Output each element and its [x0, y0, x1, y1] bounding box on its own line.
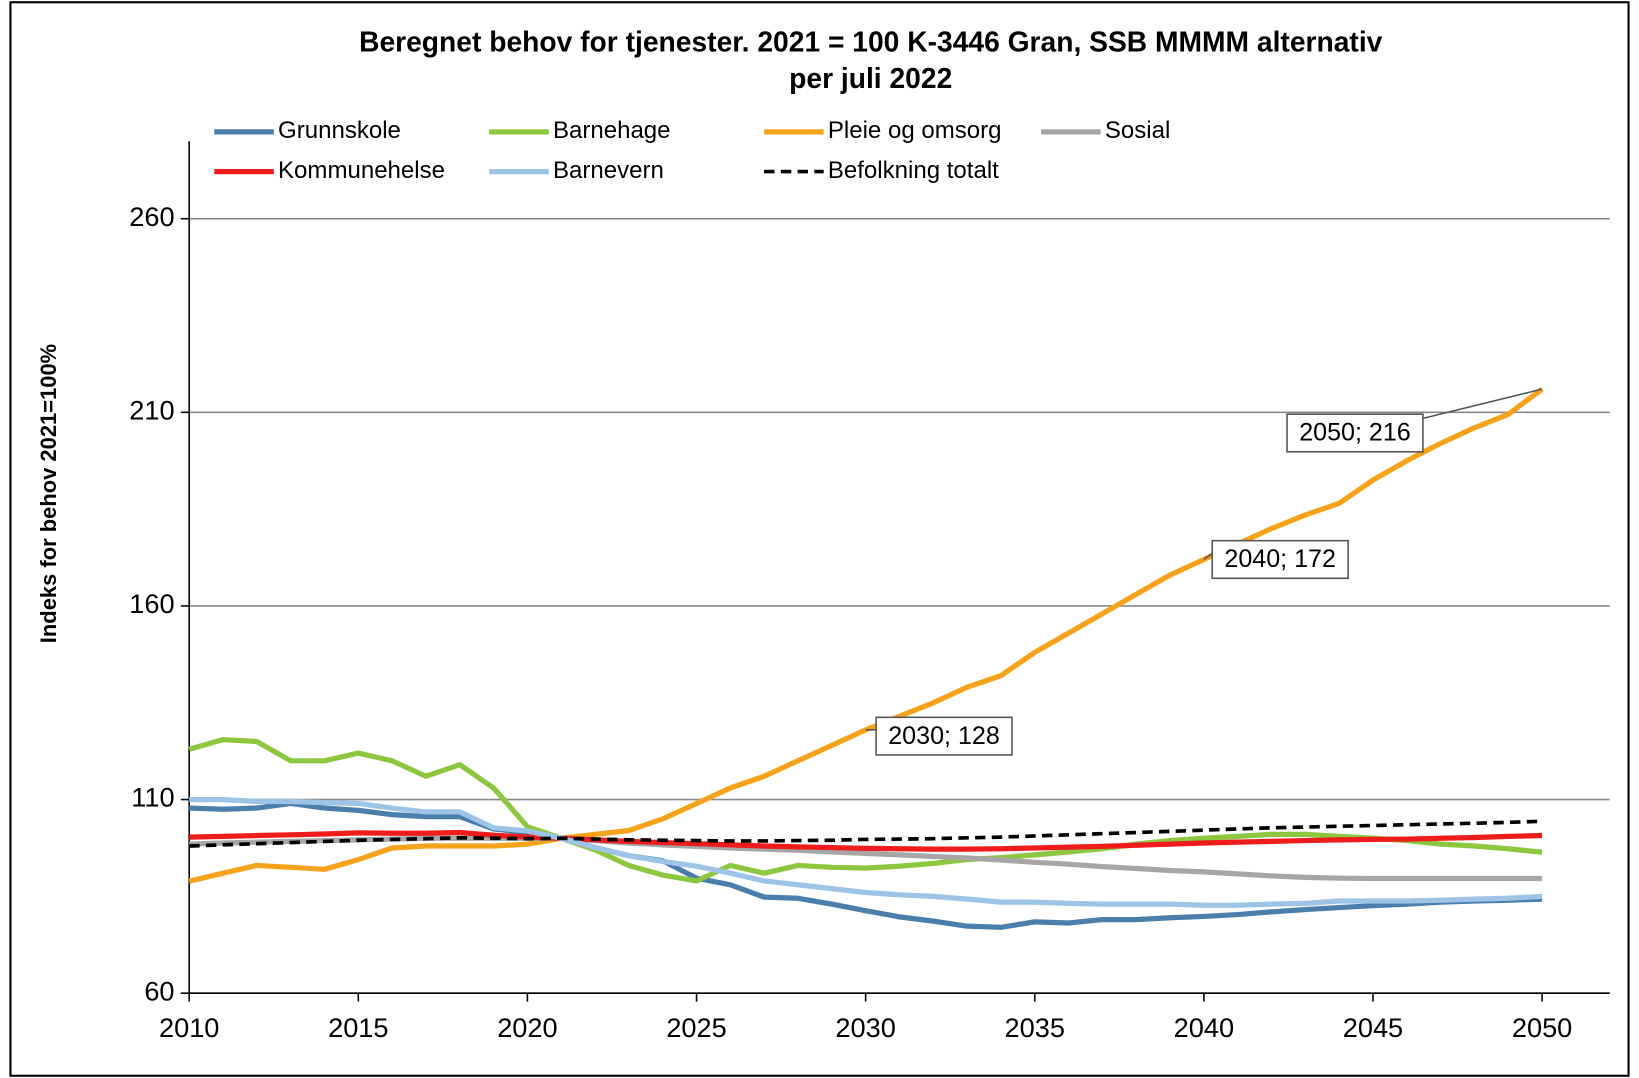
legend-label: Barnevern — [553, 157, 664, 184]
y-tick-label: 60 — [144, 975, 174, 1006]
y-tick-label: 160 — [129, 588, 174, 619]
series-line — [188, 387, 1544, 884]
legend-label: Pleie og omsorg — [828, 117, 1002, 144]
series-line — [189, 829, 1543, 852]
x-tick-label: 2015 — [328, 1012, 388, 1043]
series-line — [189, 796, 1543, 908]
annotation-leader — [1422, 388, 1543, 420]
y-tick-label: 260 — [129, 201, 174, 232]
chart-title: Beregnet behov for tjenester. 2021 = 100… — [359, 26, 1383, 58]
series-line — [189, 819, 1543, 848]
x-tick-label: 2010 — [159, 1012, 219, 1043]
chart-frame — [9, 1, 1630, 1077]
x-tick-label: 2020 — [497, 1012, 557, 1043]
series-line — [189, 800, 1543, 930]
y-axis-label: Indeks for behov 2021=100% — [36, 344, 61, 643]
y-tick-label: 110 — [131, 782, 174, 813]
annotation-box — [1286, 413, 1424, 453]
annotation-box — [875, 716, 1013, 756]
annotation-label: 2040; 172 — [1224, 545, 1336, 573]
annotation-label: 2030; 128 — [888, 722, 1000, 750]
x-tick-label: 2050 — [1512, 1012, 1572, 1043]
x-tick-label: 2040 — [1174, 1012, 1234, 1043]
x-tick-label: 2025 — [666, 1012, 726, 1043]
chart-title: per juli 2022 — [789, 62, 952, 94]
legend-label: Kommunehelse — [278, 157, 445, 184]
x-tick-label: 2035 — [1005, 1012, 1065, 1043]
legend-label: Befolkning totalt — [828, 157, 999, 184]
legend-label: Barnehage — [553, 117, 671, 144]
x-tick-label: 2045 — [1343, 1012, 1403, 1043]
series-line — [188, 736, 1543, 884]
y-tick-label: 210 — [129, 395, 174, 426]
annotation-leader — [1203, 552, 1213, 561]
x-tick-label: 2030 — [835, 1012, 895, 1043]
legend-label: Grunnskole — [278, 117, 401, 144]
annotation-label: 2050; 216 — [1299, 419, 1411, 447]
legend-label: Sosial — [1105, 117, 1170, 144]
annotation-box — [1211, 539, 1349, 580]
